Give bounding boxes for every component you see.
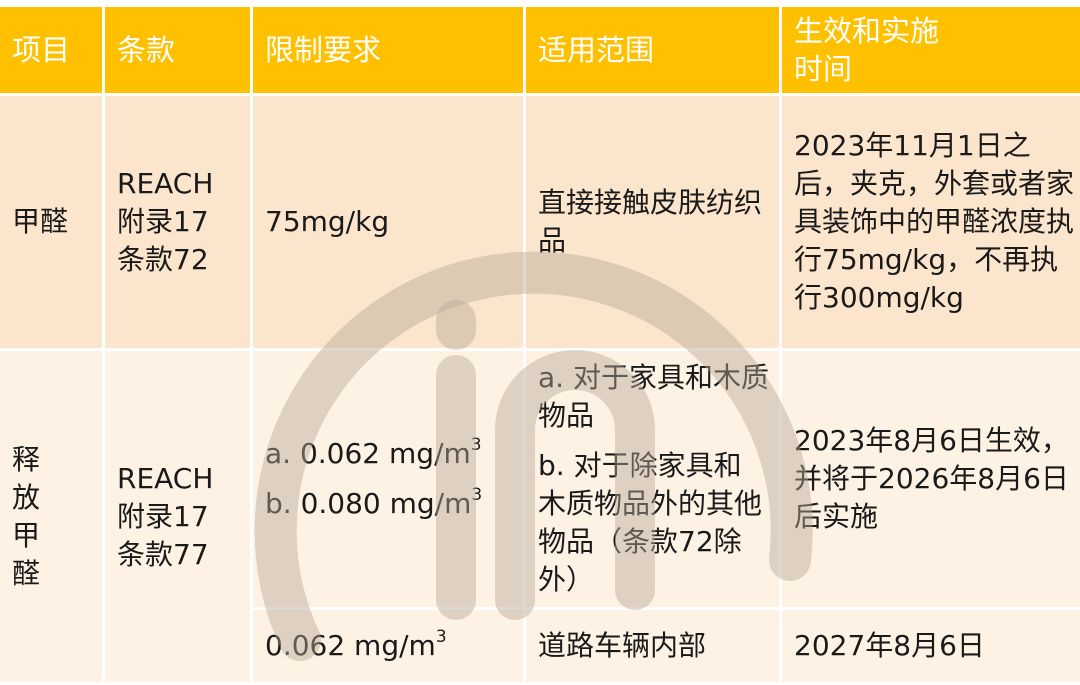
table-row: 0.062 mg/m3 道路车辆内部 2027年8月6日 <box>0 610 1080 682</box>
cell-limit: 0.062 mg/m3 <box>253 610 523 682</box>
clause-line: REACH <box>117 167 214 200</box>
cell-scope: 直接接触皮肤纺织品 <box>526 96 779 348</box>
header-limit: 限制要求 <box>253 7 523 93</box>
clause-line: 附录17 <box>117 499 209 533</box>
cell-limit: a. 0.062 mg/m3 b. 0.080 mg/m3 <box>253 351 523 607</box>
cell-clause: REACH 附录17 条款72 <box>105 96 250 348</box>
table-row: 甲醛 REACH 附录17 条款72 75mg/kg 直接接触皮肤纺织品 2023年… <box>0 96 1080 348</box>
cell-scope: a. 对于家具和木质物品 b. 对于除家具和木质物品外的其他物品（条款72除外） <box>526 351 779 607</box>
cell-effective: 2027年8月6日 <box>782 610 1080 682</box>
header-clause: 条款 <box>105 7 250 93</box>
scope-b: b. 对于除家具和木质物品外的其他物品（条款72除外） <box>538 449 763 596</box>
cell-item: 甲醛 <box>0 96 102 348</box>
cell-clause: REACH 附录17 条款77 <box>105 351 250 682</box>
header-item: 项目 <box>0 7 102 93</box>
cell-effective: 2023年8月6日生效，并将于2026年8月6日后实施 <box>782 351 1080 607</box>
cell-limit: 75mg/kg <box>253 96 523 348</box>
scope-a: a. 对于家具和木质物品 <box>538 361 769 432</box>
clause-line: 条款72 <box>117 243 209 276</box>
limit-a: a. 0.062 mg/m3 <box>265 435 482 470</box>
cell-item: 释放甲醛 <box>0 351 102 682</box>
cell-effective: 2023年11月1日之后，夹克，外套或者家具装饰中的甲醛浓度执行75mg/kg，… <box>782 96 1080 348</box>
header-effective: 生效和实施时间 <box>782 7 1080 93</box>
clause-line: 条款77 <box>117 537 209 571</box>
cell-scope: 道路车辆内部 <box>526 610 779 682</box>
header-scope: 适用范围 <box>526 7 779 93</box>
limit-b: b. 0.080 mg/m3 <box>265 485 483 520</box>
header-row: 项目 条款 限制要求 适用范围 生效和实施时间 <box>0 7 1080 93</box>
clause-line: REACH <box>117 461 214 495</box>
regulation-table: 项目 条款 限制要求 适用范围 生效和实施时间 甲醛 REACH 附录17 条款72… <box>0 4 1080 685</box>
table-row: 释放甲醛 REACH 附录17 条款77 a. 0.062 mg/m3 b. 0.0… <box>0 351 1080 682</box>
clause-line: 附录17 <box>117 205 209 238</box>
